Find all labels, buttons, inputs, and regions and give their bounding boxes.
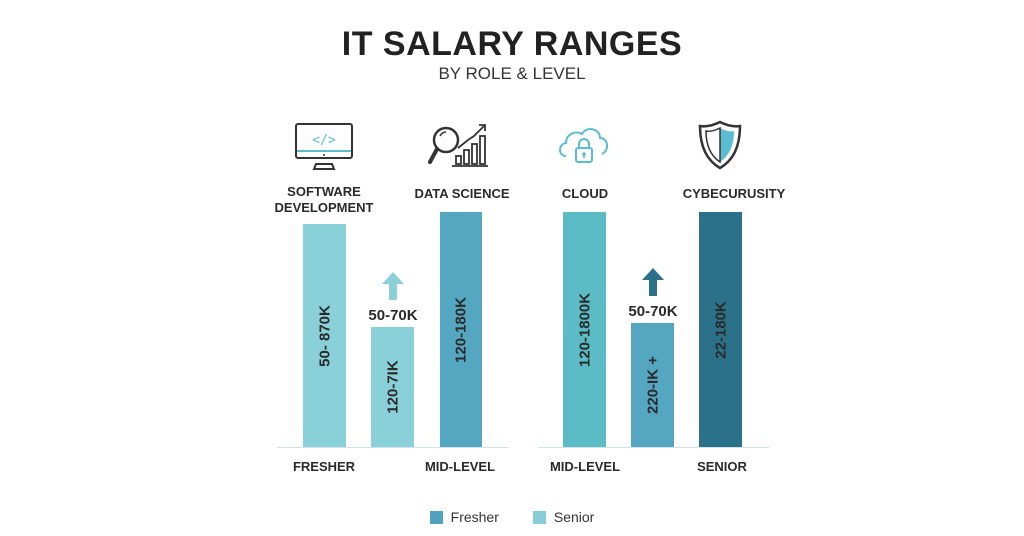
chart-subtitle: BY ROLE & LEVEL: [438, 64, 586, 83]
bar-value-label: 50- 870K: [316, 304, 333, 367]
level-label-mid-level-left: MID-LEVEL: [424, 459, 496, 474]
cloud-lock-icon: [559, 128, 608, 163]
legend-swatch-fresher: [429, 510, 443, 524]
category-label-cybersecurity: CYBECURUSITY: [682, 186, 786, 201]
category-label-data-science: DATA SCIENCE: [414, 186, 510, 201]
chart-title: IT SALARY RANGES: [341, 25, 683, 63]
category-label-cloud: CLOUD: [561, 186, 609, 201]
level-label-fresher: FRESHER: [292, 459, 356, 474]
bar-value-label: 220-IK +: [644, 356, 661, 414]
shield-icon: [698, 120, 742, 170]
level-label-mid-level-right: MID-LEVEL: [549, 459, 621, 474]
bar-value-label: 120-1800K: [576, 292, 593, 367]
category-label-software-development: SOFTWARE DEVELOPMENT: [274, 184, 374, 215]
bar-cybersecurity-senior: 22-180K: [699, 212, 742, 447]
magnifier-chart-icon: [428, 124, 488, 167]
chart-legend: Fresher Senior: [0, 509, 1024, 525]
bar-cloud-senior: 220-IK +: [631, 323, 674, 447]
svg-text:</>: </>: [312, 133, 336, 148]
monitor-code-icon: </>: [295, 123, 353, 170]
bar-value-label: 120-180K: [452, 296, 470, 363]
bar-data-science-mid: 120-180K: [440, 212, 482, 447]
legend-item-fresher: Fresher: [429, 509, 499, 525]
callout-left: 50-70K: [368, 307, 418, 324]
bar-software-senior: 120-7IK: [371, 327, 414, 447]
up-arrow-icon: [642, 268, 664, 296]
level-label-senior: SENIOR: [697, 459, 747, 474]
legend-swatch-senior: [532, 510, 546, 524]
bar-cloud-mid: 120-1800K: [563, 212, 606, 447]
bar-value-label: 120-7IK: [384, 360, 401, 414]
callout-right: 50-70K: [628, 303, 678, 320]
bar-value-label: 22-180K: [712, 300, 729, 359]
up-arrow-icon: [382, 272, 404, 300]
bar-software-fresher: 50- 870K: [303, 224, 346, 447]
baseline-left: [277, 447, 508, 448]
baseline-right: [538, 447, 769, 448]
legend-item-senior: Senior: [532, 509, 594, 525]
